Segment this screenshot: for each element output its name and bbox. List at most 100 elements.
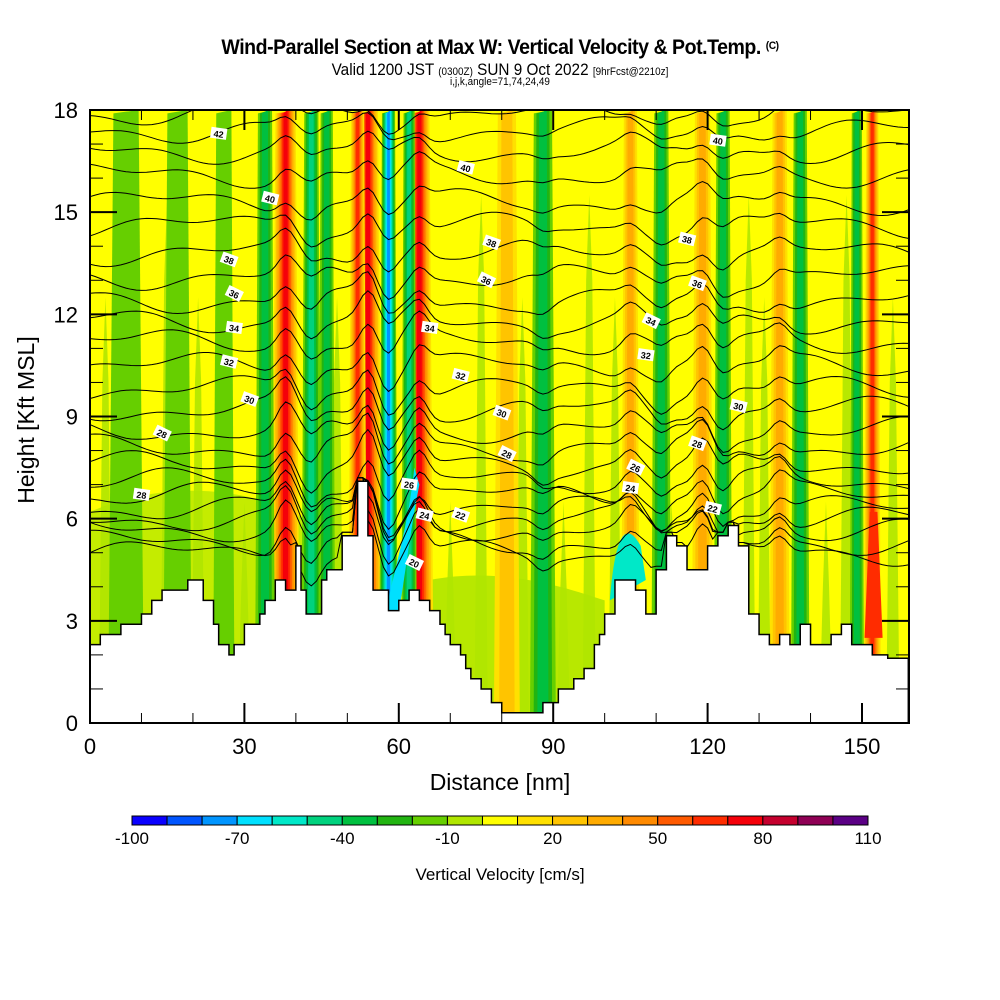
colorbar-tick-label: 80: [753, 829, 772, 848]
theta-contour-31: [90, 368, 909, 416]
contour-label-box: [152, 424, 172, 442]
y-tick-label: 0: [66, 711, 78, 736]
x-tick-label: 150: [844, 734, 881, 759]
contour-label-text: 28: [500, 448, 513, 461]
contour-label-text: 22: [707, 503, 719, 515]
colorbar-title: Vertical Velocity [cm/s]: [415, 865, 584, 884]
theta-contour-36: [90, 254, 909, 301]
contour-label: 40: [456, 160, 475, 175]
contour-label-text: 38: [485, 237, 498, 250]
chart-title-text: Wind-Parallel Section at Max W: Vertical…: [221, 36, 761, 59]
contour-label: 30: [240, 391, 260, 407]
y-tick-label: 3: [66, 609, 78, 634]
contour-label-text: 36: [479, 274, 492, 287]
contour-label-box: [240, 391, 260, 407]
x-tick-label: 90: [541, 734, 565, 759]
colorbar-swatch: [341, 815, 378, 826]
contour-label: 34: [421, 320, 439, 335]
contour-label-box: [626, 458, 646, 476]
terrain: [90, 480, 909, 723]
contour-label: 38: [482, 234, 502, 251]
x-tick-label: 0: [84, 734, 96, 759]
contour-label-box: [476, 271, 497, 289]
colorbar-swatch: [481, 815, 519, 826]
colorbar-swatch: [166, 815, 203, 826]
colorbar-tick-label: 20: [543, 829, 562, 848]
colorbar-swatch: [411, 815, 448, 826]
theta-contour-40: [90, 151, 909, 189]
contour-label-box: [132, 487, 151, 501]
contour-label-box: [451, 367, 470, 383]
field-patch: [886, 297, 900, 723]
contour-label-text: 28: [155, 427, 168, 440]
colorbar-tick-label: -10: [435, 829, 460, 848]
contour-label-text: 38: [222, 254, 235, 267]
colorbar-swatch: [762, 815, 799, 826]
colorbar-swatch: [131, 815, 168, 826]
colorbar-swatch: [832, 815, 869, 826]
contour-label-text: 34: [644, 315, 657, 328]
x-axis-title: Distance [nm]: [430, 769, 571, 795]
colorbar-swatch: [201, 815, 238, 826]
theta-contour-23: [90, 477, 909, 539]
contour-label-text: 30: [243, 394, 256, 407]
theta-contour-26: [90, 449, 909, 508]
velocity-band: [853, 110, 860, 723]
contour-label-box: [456, 160, 475, 175]
velocity-band: [775, 110, 784, 723]
colorbar-tick-label: -100: [115, 829, 149, 848]
contour-label-box: [400, 477, 418, 491]
contour-label: 28: [152, 424, 172, 442]
colorbar-swatch: [587, 815, 624, 826]
contour-label: 34: [225, 320, 243, 334]
contour-label-box: [482, 234, 502, 251]
contour-label-box: [421, 320, 439, 335]
colorbar-swatch: [517, 815, 554, 826]
contour-label-text: 32: [640, 350, 651, 361]
theta-contour-43: [90, 110, 909, 135]
colorbar: -100 -70 -40 -10 20 50 80 110: [115, 815, 882, 848]
y-tick-label: 12: [54, 302, 78, 327]
contour-label-box: [404, 554, 425, 571]
theta-contour-41: [90, 130, 909, 165]
contour-label-text: 30: [732, 401, 744, 413]
contour-label: 22: [451, 506, 471, 523]
theta-contour-33: [90, 310, 909, 360]
y-tick-label: 9: [66, 405, 78, 430]
colorbar-swatch: [727, 815, 764, 826]
contour-label: 28: [132, 487, 151, 501]
field-patch: [757, 297, 771, 723]
contour-label-box: [688, 435, 707, 452]
velocity-band: [282, 110, 289, 723]
contour-label: 40: [261, 190, 280, 206]
colorbar-swatch: [797, 815, 834, 826]
colorbar-swatch: [236, 815, 273, 826]
theta-contour-21: [90, 477, 909, 565]
contour-label-text: 32: [223, 356, 235, 368]
contour-label: 40: [709, 133, 727, 147]
terrain-mask: [90, 480, 909, 723]
colorbar-swatch: [306, 815, 343, 826]
theta-contour-24: [90, 477, 909, 542]
valid-time-utc: (0300Z): [438, 66, 473, 78]
updraft-core: [864, 511, 883, 638]
colorbar-tick-label: -70: [225, 829, 250, 848]
colorbar-swatch: [657, 815, 694, 826]
valid-time-local: Valid 1200 JST: [331, 60, 434, 79]
velocity-band: [108, 110, 145, 723]
theta-contour-22: [90, 477, 909, 546]
contour-label-box: [637, 348, 655, 362]
contour-label: 22: [703, 500, 722, 516]
contour-label: 20: [404, 554, 425, 571]
contour-label-box: [261, 190, 280, 206]
contour-label-box: [219, 354, 239, 369]
theta-contour-38: [90, 211, 909, 248]
contour-label-box: [492, 404, 512, 421]
contour-label-box: [641, 312, 661, 330]
colorbar-tick-label: 50: [648, 829, 667, 848]
velocity-band: [537, 110, 549, 723]
velocity-band: [796, 110, 805, 723]
contour-label: 32: [451, 367, 470, 383]
contour-label: 34: [641, 312, 661, 330]
contour-label-text: 28: [691, 438, 704, 451]
